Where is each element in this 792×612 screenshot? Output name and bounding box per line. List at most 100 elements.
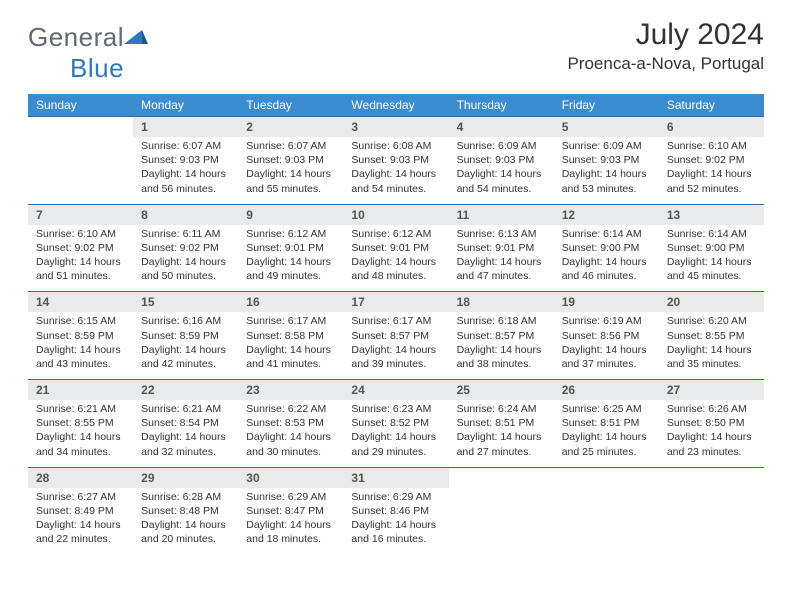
- day-number-cell: 26: [554, 380, 659, 401]
- title-block: July 2024 Proenca-a-Nova, Portugal: [567, 18, 764, 74]
- day-data-cell: Sunrise: 6:18 AMSunset: 8:57 PMDaylight:…: [449, 312, 554, 379]
- daylight-text: Daylight: 14 hours and 49 minutes.: [246, 255, 335, 283]
- sunrise-text: Sunrise: 6:28 AM: [141, 490, 230, 504]
- daylight-text: Daylight: 14 hours and 34 minutes.: [36, 430, 125, 458]
- sunset-text: Sunset: 8:55 PM: [667, 329, 756, 343]
- sunset-text: Sunset: 8:56 PM: [562, 329, 651, 343]
- sunset-text: Sunset: 8:59 PM: [36, 329, 125, 343]
- sunset-text: Sunset: 9:01 PM: [351, 241, 440, 255]
- day-data-cell: [449, 488, 554, 555]
- sunset-text: Sunset: 8:58 PM: [246, 329, 335, 343]
- day-data-cell: Sunrise: 6:19 AMSunset: 8:56 PMDaylight:…: [554, 312, 659, 379]
- day-data-cell: Sunrise: 6:10 AMSunset: 9:02 PMDaylight:…: [28, 225, 133, 292]
- day-data-cell: Sunrise: 6:24 AMSunset: 8:51 PMDaylight:…: [449, 400, 554, 467]
- sunset-text: Sunset: 9:03 PM: [141, 153, 230, 167]
- day-data-cell: Sunrise: 6:25 AMSunset: 8:51 PMDaylight:…: [554, 400, 659, 467]
- sunset-text: Sunset: 9:03 PM: [562, 153, 651, 167]
- sunrise-text: Sunrise: 6:13 AM: [457, 227, 546, 241]
- daylight-text: Daylight: 14 hours and 20 minutes.: [141, 518, 230, 546]
- sunset-text: Sunset: 8:57 PM: [351, 329, 440, 343]
- sunset-text: Sunset: 8:55 PM: [36, 416, 125, 430]
- sunset-text: Sunset: 8:52 PM: [351, 416, 440, 430]
- daylight-text: Daylight: 14 hours and 39 minutes.: [351, 343, 440, 371]
- day-number-cell: 19: [554, 292, 659, 313]
- sunrise-text: Sunrise: 6:10 AM: [36, 227, 125, 241]
- day-number-cell: 12: [554, 204, 659, 225]
- day-data-row: Sunrise: 6:15 AMSunset: 8:59 PMDaylight:…: [28, 312, 764, 379]
- daylight-text: Daylight: 14 hours and 18 minutes.: [246, 518, 335, 546]
- day-number-cell: 31: [343, 467, 448, 488]
- weekday-header-cell: Friday: [554, 94, 659, 117]
- day-number-cell: 23: [238, 380, 343, 401]
- day-number-cell: [659, 467, 764, 488]
- sunrise-text: Sunrise: 6:12 AM: [246, 227, 335, 241]
- sunrise-text: Sunrise: 6:21 AM: [36, 402, 125, 416]
- sunrise-text: Sunrise: 6:26 AM: [667, 402, 756, 416]
- sunrise-text: Sunrise: 6:22 AM: [246, 402, 335, 416]
- daylight-text: Daylight: 14 hours and 22 minutes.: [36, 518, 125, 546]
- day-number-row: 123456: [28, 117, 764, 138]
- daylight-text: Daylight: 14 hours and 29 minutes.: [351, 430, 440, 458]
- sunrise-text: Sunrise: 6:07 AM: [246, 139, 335, 153]
- sunset-text: Sunset: 8:59 PM: [141, 329, 230, 343]
- daylight-text: Daylight: 14 hours and 35 minutes.: [667, 343, 756, 371]
- sunset-text: Sunset: 8:48 PM: [141, 504, 230, 518]
- month-title: July 2024: [567, 18, 764, 52]
- sunrise-text: Sunrise: 6:17 AM: [351, 314, 440, 328]
- weekday-header-cell: Monday: [133, 94, 238, 117]
- daylight-text: Daylight: 14 hours and 37 minutes.: [562, 343, 651, 371]
- sunset-text: Sunset: 9:01 PM: [457, 241, 546, 255]
- logo-text-part2: Blue: [70, 53, 124, 83]
- day-number-cell: 6: [659, 117, 764, 138]
- sunrise-text: Sunrise: 6:25 AM: [562, 402, 651, 416]
- daylight-text: Daylight: 14 hours and 27 minutes.: [457, 430, 546, 458]
- day-data-cell: Sunrise: 6:17 AMSunset: 8:58 PMDaylight:…: [238, 312, 343, 379]
- sunrise-text: Sunrise: 6:16 AM: [141, 314, 230, 328]
- logo-text: GeneralBlue: [28, 22, 148, 84]
- sunrise-text: Sunrise: 6:24 AM: [457, 402, 546, 416]
- sunset-text: Sunset: 9:03 PM: [351, 153, 440, 167]
- day-number-cell: [554, 467, 659, 488]
- day-data-cell: Sunrise: 6:07 AMSunset: 9:03 PMDaylight:…: [238, 137, 343, 204]
- day-number-cell: 25: [449, 380, 554, 401]
- day-data-cell: Sunrise: 6:13 AMSunset: 9:01 PMDaylight:…: [449, 225, 554, 292]
- weekday-header-cell: Sunday: [28, 94, 133, 117]
- day-data-cell: Sunrise: 6:27 AMSunset: 8:49 PMDaylight:…: [28, 488, 133, 555]
- day-data-row: Sunrise: 6:07 AMSunset: 9:03 PMDaylight:…: [28, 137, 764, 204]
- sunset-text: Sunset: 9:01 PM: [246, 241, 335, 255]
- day-number-row: 28293031: [28, 467, 764, 488]
- sunrise-text: Sunrise: 6:17 AM: [246, 314, 335, 328]
- sunrise-text: Sunrise: 6:10 AM: [667, 139, 756, 153]
- day-data-cell: Sunrise: 6:09 AMSunset: 9:03 PMDaylight:…: [554, 137, 659, 204]
- sunset-text: Sunset: 8:46 PM: [351, 504, 440, 518]
- day-number-cell: 1: [133, 117, 238, 138]
- day-number-cell: 2: [238, 117, 343, 138]
- day-data-cell: Sunrise: 6:08 AMSunset: 9:03 PMDaylight:…: [343, 137, 448, 204]
- day-data-cell: Sunrise: 6:11 AMSunset: 9:02 PMDaylight:…: [133, 225, 238, 292]
- sunset-text: Sunset: 9:00 PM: [562, 241, 651, 255]
- day-data-cell: [28, 137, 133, 204]
- sunset-text: Sunset: 8:54 PM: [141, 416, 230, 430]
- sunset-text: Sunset: 8:51 PM: [457, 416, 546, 430]
- day-number-cell: 11: [449, 204, 554, 225]
- sunrise-text: Sunrise: 6:14 AM: [667, 227, 756, 241]
- day-number-cell: 28: [28, 467, 133, 488]
- day-number-cell: 16: [238, 292, 343, 313]
- sunrise-text: Sunrise: 6:18 AM: [457, 314, 546, 328]
- calendar-page: GeneralBlue July 2024 Proenca-a-Nova, Po…: [0, 0, 792, 564]
- day-number-cell: 24: [343, 380, 448, 401]
- daylight-text: Daylight: 14 hours and 41 minutes.: [246, 343, 335, 371]
- sunrise-text: Sunrise: 6:14 AM: [562, 227, 651, 241]
- daylight-text: Daylight: 14 hours and 50 minutes.: [141, 255, 230, 283]
- sunrise-text: Sunrise: 6:29 AM: [351, 490, 440, 504]
- sunset-text: Sunset: 8:47 PM: [246, 504, 335, 518]
- day-data-cell: Sunrise: 6:21 AMSunset: 8:55 PMDaylight:…: [28, 400, 133, 467]
- daylight-text: Daylight: 14 hours and 46 minutes.: [562, 255, 651, 283]
- day-data-cell: [554, 488, 659, 555]
- day-data-cell: Sunrise: 6:22 AMSunset: 8:53 PMDaylight:…: [238, 400, 343, 467]
- day-number-cell: 7: [28, 204, 133, 225]
- day-number-cell: 14: [28, 292, 133, 313]
- day-data-cell: Sunrise: 6:10 AMSunset: 9:02 PMDaylight:…: [659, 137, 764, 204]
- sunset-text: Sunset: 8:49 PM: [36, 504, 125, 518]
- day-data-cell: Sunrise: 6:20 AMSunset: 8:55 PMDaylight:…: [659, 312, 764, 379]
